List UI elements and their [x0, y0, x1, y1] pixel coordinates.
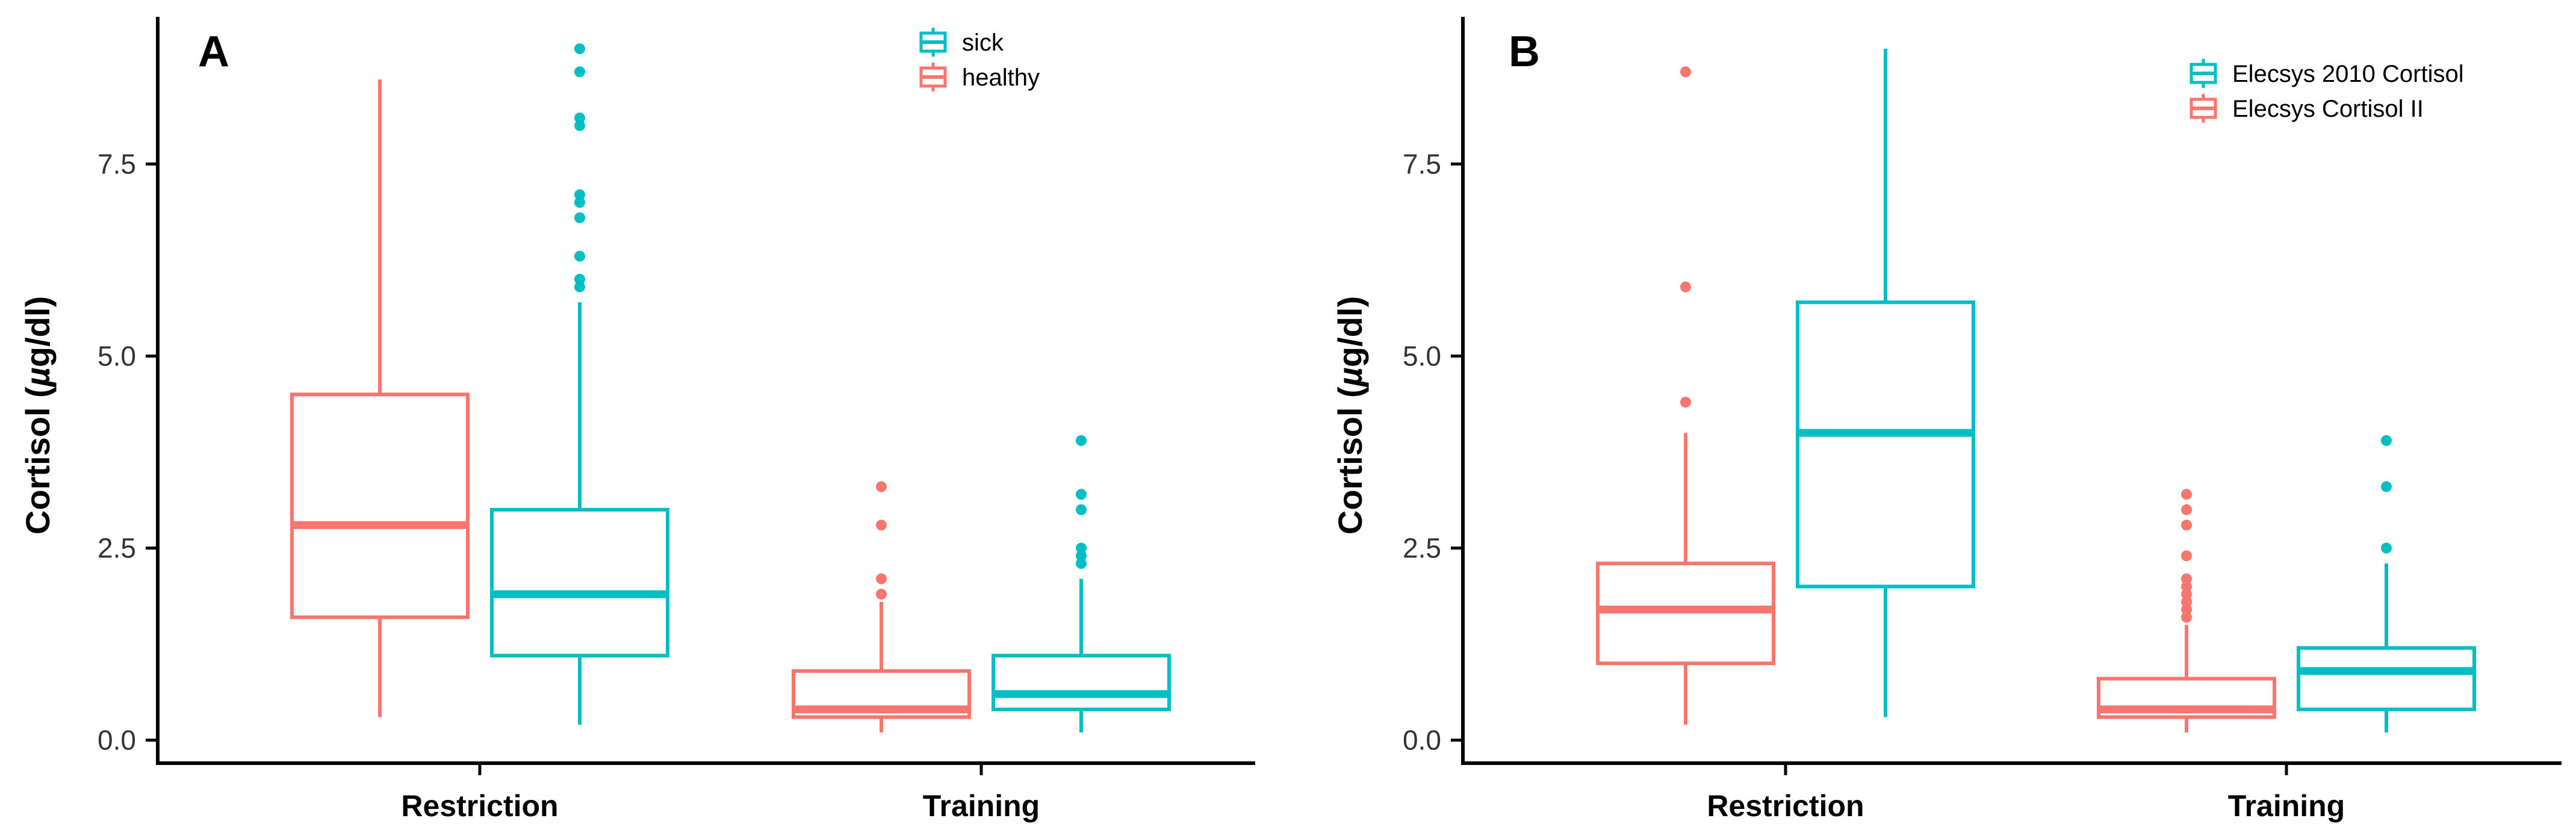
panel-a-y-axis-title-part: µ [19, 367, 57, 388]
panel-b-elecsys-cortisol-ii-restriction-outlier [1680, 281, 1691, 293]
panel-a-letter: A [198, 28, 229, 76]
panel-a-legend-label-healthy: healthy [962, 64, 1040, 91]
panel-a-sick-restriction-boxplot [490, 43, 669, 725]
panel-a-legend: sick healthy [919, 28, 1040, 91]
panel-a-sick-training-outlier [1076, 550, 1087, 562]
panel-a-legend-label-sick: sick [962, 29, 1004, 56]
panel-b-y-axis-title-part: µ [1331, 367, 1369, 388]
panel-a-sick-training-outlier [1076, 489, 1087, 500]
panel-a-y-tick-label: 5.0 [98, 341, 136, 372]
panel-b-y-axis-title: Cortisol (µg/dl) [1331, 296, 1369, 534]
panel-a-y-tick-label: 0.0 [98, 725, 136, 756]
panel-a-y-tick-label: 7.5 [98, 148, 136, 179]
panel-b-elecsys-2010-cortisol-restriction-box [1796, 300, 1975, 589]
panel-a-healthy-training-outlier [876, 573, 887, 584]
panel-b-elecsys-cortisol-ii-training-outlier [2181, 573, 2192, 584]
panel-b-legend-label-elecsys-2010-cortisol: Elecsys 2010 Cortisol [2232, 61, 2464, 87]
panel-b-y-tick-label: 0.0 [1403, 725, 1441, 756]
panel-b-elecsys-2010-cortisol-training-outlier [2381, 435, 2392, 446]
panel-b-elecsys-cortisol-ii-training-boxplot [2097, 489, 2276, 732]
panel-b-elecsys-cortisol-ii-training-outlier [2181, 581, 2192, 592]
panel-a-legend-key-healthy [919, 63, 947, 91]
panel-a-sick-training-box [992, 654, 1171, 711]
panel-b-elecsys-cortisol-ii-restriction-outlier [1680, 397, 1691, 408]
panel-b-y-axis-title-part: Cortisol ( [1331, 386, 1369, 534]
panel-b-category-label-training: Training [2228, 789, 2345, 823]
panel-a-healthy-restriction-boxplot [290, 79, 470, 717]
panel-a-y-tick-label: 2.5 [98, 533, 136, 564]
panel-b-legend-key-elecsys-cortisol-ii [2190, 94, 2217, 123]
panel-a-sick-restriction-outlier [574, 189, 585, 200]
panel-b-legend-key-elecsys-2010-cortisol [2190, 59, 2217, 88]
panel-a-category-label-training: Training [923, 789, 1040, 823]
panel-a-sick-restriction-outlier [574, 250, 585, 262]
panel-a-sick-training-outlier [1076, 558, 1087, 569]
panel-a-sick-restriction-outlier [574, 197, 585, 208]
panel-b-elecsys-cortisol-ii-training-outlier [2181, 519, 2192, 531]
panel-b-elecsys-2010-cortisol-training-box [2297, 646, 2476, 711]
panel-b-legend-label-elecsys-cortisol-ii: Elecsys Cortisol II [2232, 96, 2424, 122]
panel-b-elecsys-cortisol-ii-training-outlier [2181, 489, 2192, 500]
panel-b-elecsys-cortisol-ii-restriction-outlier [1680, 66, 1691, 78]
panel-a-sick-restriction-outlier [574, 43, 585, 55]
panel-b-elecsys-cortisol-ii-training-outlier [2181, 612, 2192, 623]
panel-b-elecsys-2010-cortisol-restriction-boxplot [1796, 49, 1975, 717]
panel-b-elecsys-cortisol-ii-training-outlier [2181, 504, 2192, 515]
panel-a-healthy-restriction-box [290, 392, 470, 619]
panel-a-sick-restriction-outlier [574, 273, 585, 285]
panel-a-sick-restriction-box [490, 507, 669, 658]
panel-b-y-tick-label: 2.5 [1403, 533, 1441, 564]
panel-b-elecsys-2010-cortisol-training-boxplot [2297, 435, 2476, 732]
panel-a-sick-training-outlier [1076, 542, 1087, 554]
panel-b-elecsys-2010-cortisol-training-outlier [2381, 481, 2392, 492]
panel-a-y-axis-title-part: Cortisol ( [19, 386, 57, 534]
panel-a-y-axis-title-part: g/dl) [19, 296, 57, 367]
panel-a-sick-restriction-outlier [574, 112, 585, 123]
panel-b-elecsys-2010-cortisol-training-outlier [2381, 542, 2392, 554]
panel-a-sick-training-boxplot [992, 435, 1171, 732]
panel-a-healthy-training-boxplot [792, 481, 971, 732]
panel-a: 0.0 2.5 5.0 7.5 Restriction Training Cortisol … [19, 17, 1255, 823]
panel-a-legend-key-sick [919, 28, 947, 57]
panel-b-category-label-restriction: Restriction [1707, 789, 1864, 823]
panel-b-elecsys-cortisol-ii-training-outlier [2181, 604, 2192, 615]
panel-b-legend: Elecsys 2010 Cortisol Elecsys Cortisol II [2190, 59, 2464, 123]
panel-a-sick-restriction-outlier [574, 120, 585, 131]
panel-b-letter: B [1509, 28, 1540, 76]
panel-b-elecsys-cortisol-ii-restriction-boxplot [1596, 66, 1775, 725]
panel-b-elecsys-cortisol-ii-training-outlier [2181, 589, 2192, 600]
panel-a-sick-training-outlier [1076, 504, 1087, 515]
panel-b: 0.0 2.5 5.0 7.5 Restriction Training Cortisol … [1331, 17, 2562, 823]
panel-a-healthy-training-outlier [876, 589, 887, 600]
panel-a-sick-restriction-outlier [574, 281, 585, 293]
panel-a-sick-restriction-outlier [574, 66, 585, 78]
panel-a-category-label-restriction: Restriction [401, 789, 558, 823]
panel-a-y-axis-title: Cortisol (µg/dl) [19, 296, 57, 534]
panel-a-sick-training-outlier [1076, 435, 1087, 446]
panel-a-healthy-training-outlier [876, 519, 887, 531]
panel-b-y-tick-label: 7.5 [1403, 148, 1441, 179]
panel-b-elecsys-cortisol-ii-training-outlier [2181, 550, 2192, 562]
panel-b-elecsys-cortisol-ii-training-outlier [2181, 596, 2192, 607]
panel-a-sick-restriction-outlier [574, 212, 585, 223]
panel-b-y-axis-title-part: g/dl) [1331, 296, 1369, 367]
panel-a-healthy-training-outlier [876, 481, 887, 492]
panel-b-y-tick-label: 5.0 [1403, 341, 1441, 372]
